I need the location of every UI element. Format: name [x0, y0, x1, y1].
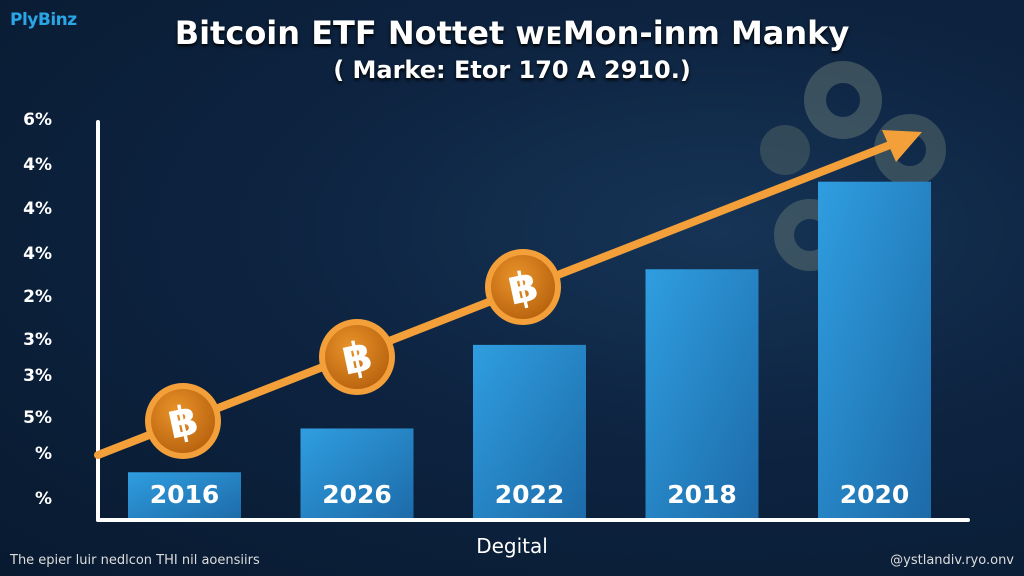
bar-2020	[818, 181, 931, 520]
footer-handle: @ystlandiv.ryo.onv	[890, 553, 1014, 568]
brand-logo: PlyBinz	[10, 10, 77, 30]
chart-subtitle: ( Marke: Etor 170 A 2910.)	[333, 56, 691, 84]
decorative-coin-icon	[760, 125, 810, 175]
bitcoin-icon: ฿	[485, 249, 561, 325]
chart-title: Bitcoin ETF Nottet wᴇMon-inm Manky	[174, 14, 850, 52]
bar-2022	[473, 344, 586, 520]
bar-2016	[128, 472, 241, 520]
y-tick-label: 4%	[23, 244, 52, 264]
bar-category-label: 2016	[150, 480, 220, 509]
y-tick-label: 6%	[23, 110, 52, 130]
bar-category-label: 2018	[667, 480, 737, 509]
x-axis-label: Degital	[476, 534, 548, 558]
y-tick-label: 5%	[23, 408, 52, 428]
bar-category-label: 2020	[840, 480, 910, 509]
decorative-coin-icon	[804, 61, 882, 139]
bar-category-label: 2026	[322, 480, 392, 509]
footer-caption: The epier luir nedlcon THI nil aoensiirs	[10, 553, 260, 568]
y-tick-label: 3%	[23, 330, 52, 350]
y-tick-label: 4%	[23, 199, 52, 219]
bitcoin-icon: ฿	[145, 383, 221, 459]
y-tick-label: %	[34, 489, 52, 509]
arrow-head-icon	[882, 130, 922, 162]
bitcoin-icon: ฿	[319, 319, 395, 395]
y-tick-label: 4%	[23, 155, 52, 175]
bar-2018	[645, 269, 759, 520]
bar-category-label: 2022	[495, 480, 565, 509]
y-tick-label: %	[34, 444, 52, 464]
trend-arrow: ฿ ฿ ฿	[94, 130, 922, 459]
y-tick-label: 2%	[23, 287, 52, 307]
bar-2026	[300, 428, 414, 520]
y-tick-label: 3%	[23, 366, 52, 386]
